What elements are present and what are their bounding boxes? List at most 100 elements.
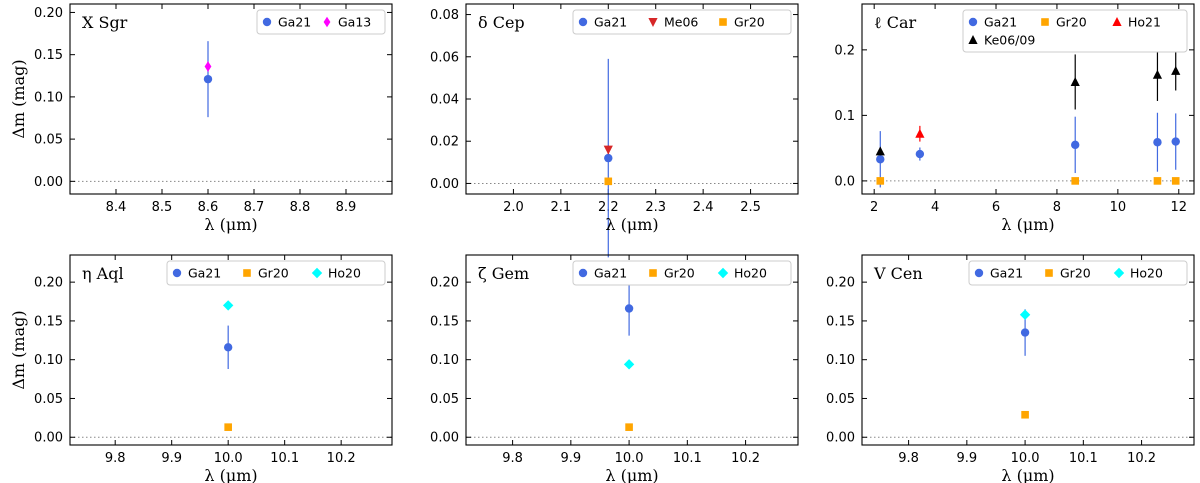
legend: Ga21 Ga13 xyxy=(256,9,386,35)
series-ga21 xyxy=(203,41,213,118)
x-tick-label: 10.1 xyxy=(1069,451,1098,466)
plot-frame xyxy=(465,3,799,195)
data-point-ga21 xyxy=(1020,328,1030,337)
legend-label: Ho21 xyxy=(1128,15,1161,30)
x-axis-label: λ (μm) xyxy=(204,215,257,234)
plot-frame xyxy=(861,3,1195,195)
data-point-ga21 xyxy=(624,304,634,313)
data-point-ke06-09 xyxy=(875,146,885,156)
panel-car: 2 4 6 8 10 12 0.0 0.1 0.2 ℓ Car Ga21 Gr20 Ho21 Ke06/0… xyxy=(834,3,1195,234)
series-gr20 xyxy=(1021,410,1029,419)
legend: Ga21 Me06 Gr20 xyxy=(572,9,792,35)
legend-marker-ga13 xyxy=(323,16,331,28)
panel-gem: 9.8 9.9 10.0 10.1 10.2 0.00 0.05 0.10 0.15 0.20 ζ … xyxy=(430,254,799,483)
legend-marker-ho20 xyxy=(717,267,729,279)
series-ho21 xyxy=(915,125,925,142)
plot-frame xyxy=(69,3,393,195)
legend-marker-ga21 xyxy=(974,268,984,278)
panel-title: η Aql xyxy=(82,264,124,283)
x-tick-label: 8 xyxy=(1053,200,1061,215)
data-point-ga21 xyxy=(203,74,213,84)
y-tick-label: 0.20 xyxy=(430,276,459,291)
legend-marker-ga21 xyxy=(172,268,182,278)
y-tick-label: 0.00 xyxy=(34,175,63,190)
legend-label: Ga21 xyxy=(278,15,311,30)
x-tick-label: 9.8 xyxy=(898,451,919,466)
y-tick-label: 0.05 xyxy=(826,392,855,407)
legend-marker-me06 xyxy=(648,18,658,27)
legend-label: Ho20 xyxy=(734,266,767,281)
y-tick-label: 0.10 xyxy=(430,353,459,368)
legend-label: Ga21 xyxy=(188,266,221,281)
data-point-gr20 xyxy=(876,177,885,185)
x-tick-label: 8.4 xyxy=(106,200,127,215)
data-point-ke06-09 xyxy=(1171,65,1181,75)
series-gr20 xyxy=(625,423,633,431)
x-tick-label: 10.2 xyxy=(327,451,356,466)
legend-box xyxy=(572,260,792,286)
x-tick-label: 2.1 xyxy=(551,200,572,215)
legend-marker-ga21 xyxy=(968,17,978,27)
y-tick-label: 0.00 xyxy=(430,431,459,446)
y-tick-label: 0.0 xyxy=(834,174,855,189)
y-tick-label: 0.05 xyxy=(34,133,63,148)
panel-title: V Cen xyxy=(873,264,923,283)
legend-marker-ho20 xyxy=(1113,267,1125,279)
series-gr20 xyxy=(604,177,613,186)
x-tick-label: 10.1 xyxy=(270,451,299,466)
data-point-ke06-09 xyxy=(1152,69,1163,79)
legend-box xyxy=(256,9,386,35)
legend-box xyxy=(572,9,792,35)
data-point-ga21 xyxy=(1071,140,1080,150)
panel-title: ℓ Car xyxy=(874,13,917,32)
legend: Ga21 Gr20 Ho20 xyxy=(968,260,1188,286)
legend-label: Gr20 xyxy=(258,266,289,281)
x-tick-label: 10.2 xyxy=(731,451,760,466)
series-ga21 xyxy=(223,325,233,369)
x-tick-label: 10.1 xyxy=(673,451,702,466)
y-tick-label: 0.08 xyxy=(430,8,459,23)
panel-aql: 9.8 9.9 10.0 10.1 10.2 0.00 0.05 0.10 0.15 0.20 η … xyxy=(9,254,393,483)
legend: Ga21 Gr20 Ho21 Ke06/09 xyxy=(962,9,1188,53)
y-tick-label: 0.1 xyxy=(834,109,855,124)
legend-label: Ga21 xyxy=(990,266,1023,281)
series-ga21 xyxy=(604,58,613,258)
panel-title: ζ Gem xyxy=(478,264,529,283)
x-tick-label: 8.8 xyxy=(290,200,311,215)
legend-label: Gr20 xyxy=(734,15,765,30)
data-point-gr20 xyxy=(625,423,633,431)
y-tick-label: 0.04 xyxy=(430,93,459,108)
data-point-gr20 xyxy=(604,177,613,186)
y-tick-label: 0.20 xyxy=(34,276,63,291)
data-point-gr20 xyxy=(1171,177,1180,185)
y-tick-label: 0.10 xyxy=(34,353,63,368)
data-point-gr20 xyxy=(1021,410,1029,419)
y-tick-label: 0.06 xyxy=(430,50,459,65)
legend-box xyxy=(962,9,1188,53)
series-gr20 xyxy=(876,177,1180,185)
x-axis-label: λ (μm) xyxy=(605,466,658,483)
legend-label: Ho20 xyxy=(328,266,361,281)
data-point-ga13 xyxy=(204,61,212,72)
legend-box xyxy=(166,260,386,286)
series-me06 xyxy=(603,145,613,155)
series-gr20 xyxy=(224,423,232,431)
series-ga21 xyxy=(624,281,634,336)
x-axis-label: λ (μm) xyxy=(1001,215,1054,234)
x-tick-label: 2.5 xyxy=(740,200,761,215)
data-point-ga21 xyxy=(604,153,613,163)
series-ho20 xyxy=(1019,309,1031,320)
x-tick-label: 4 xyxy=(931,200,939,215)
legend-marker-gr20 xyxy=(1041,18,1049,26)
x-axis-label: λ (μm) xyxy=(1001,466,1054,483)
legend-marker-ho20 xyxy=(311,267,323,279)
x-tick-label: 9.9 xyxy=(956,451,977,466)
legend-label: Ga21 xyxy=(594,266,627,281)
y-tick-label: 0.05 xyxy=(430,392,459,407)
legend-marker-ga21 xyxy=(262,17,272,27)
x-tick-label: 2.0 xyxy=(503,200,524,215)
x-tick-label: 10.0 xyxy=(615,451,644,466)
x-tick-label: 2 xyxy=(870,200,878,215)
panel-x-sgr: 8.4 8.5 8.6 8.7 8.8 8.9 0.00 0.05 0.10 0.15 0.20 X … xyxy=(9,3,393,234)
